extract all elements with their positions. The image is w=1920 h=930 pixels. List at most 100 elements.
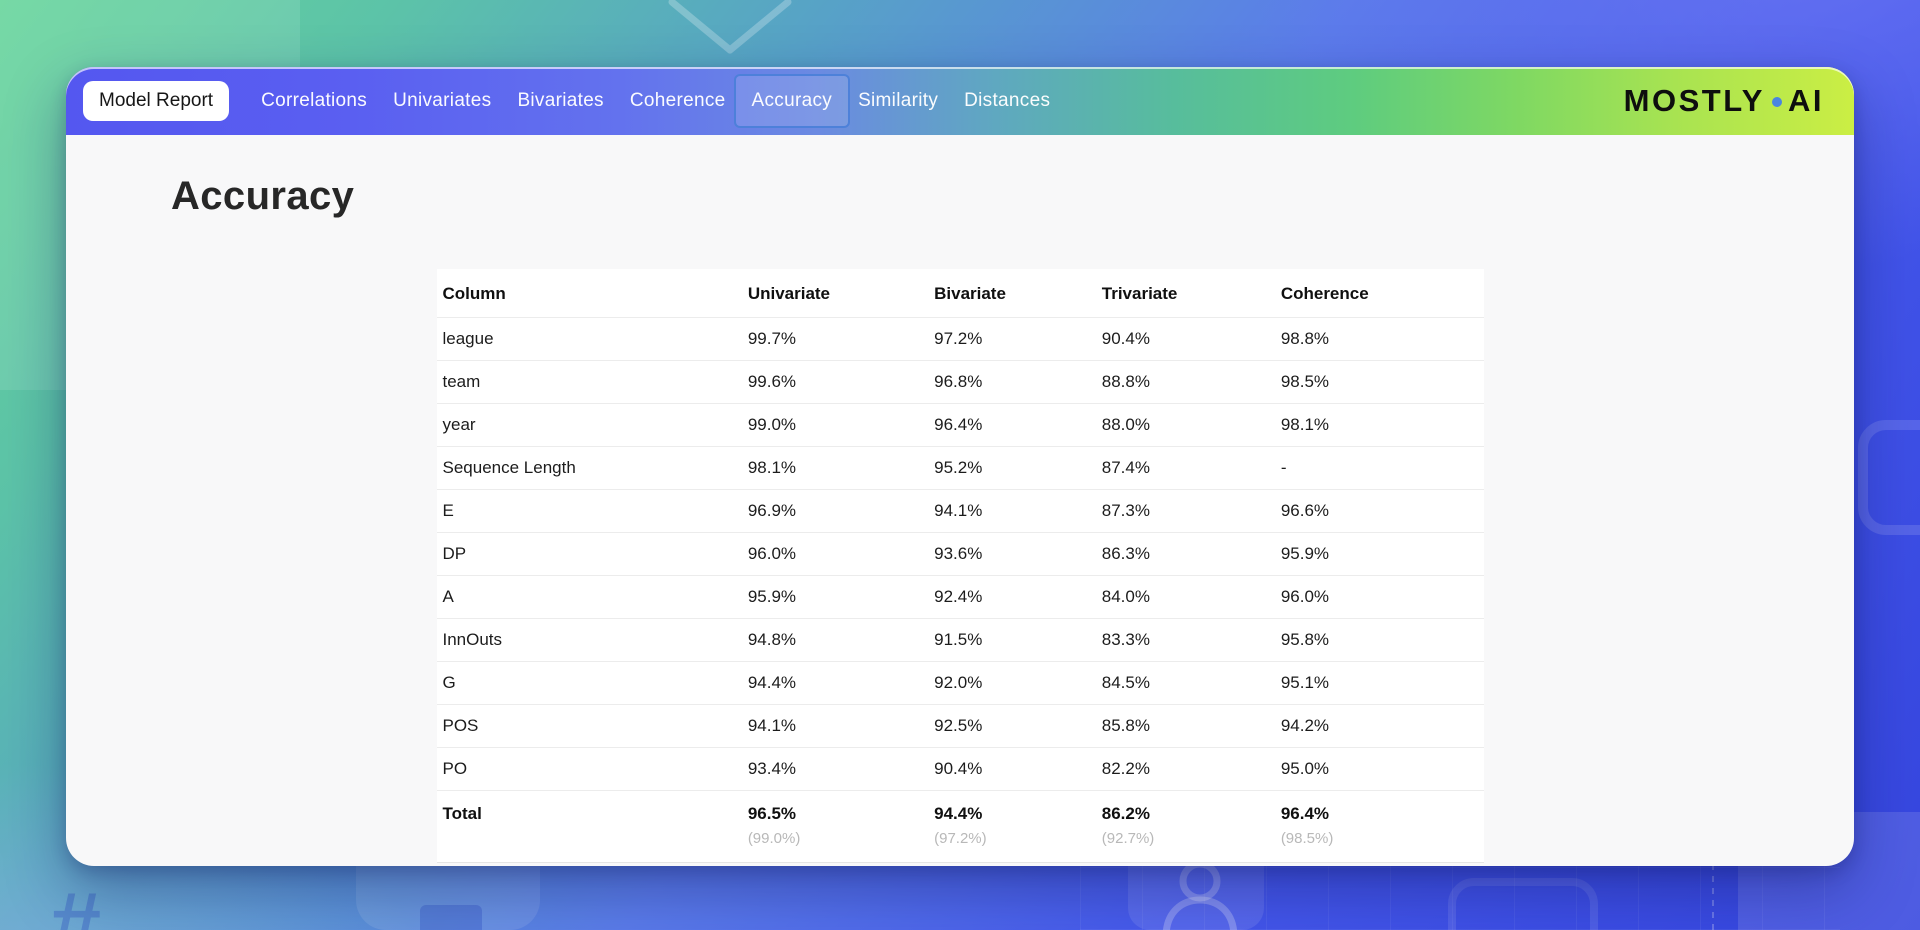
metric-value: 96.0% [747, 544, 797, 563]
row-label: Sequence Length [442, 458, 576, 477]
metric-value: 92.4% [934, 587, 983, 606]
row-label: InnOuts [442, 630, 503, 649]
table-row-po: PO 93.4% 90.4% 82.2% 95.0% [436, 747, 1484, 790]
report-navbar: Model Report Correlations Univariates Biva… [66, 67, 1854, 135]
row-label: PO [442, 759, 468, 778]
metric-value: 84.0% [1101, 587, 1150, 606]
table-row-year: year 99.0% 96.4% 88.0% 98.1% [436, 403, 1484, 446]
metric-value: 95.9% [747, 587, 797, 606]
row-label: POS [442, 716, 479, 735]
page-title: Accuracy [171, 174, 355, 218]
metric-value: 82.2% [1101, 759, 1150, 778]
metric-value: 83.3% [1101, 630, 1150, 649]
metric-value: 95.0% [1280, 759, 1330, 778]
table-row-team: team 99.6% 96.8% 88.8% 98.5% [436, 360, 1484, 403]
total-value: 94.4% (97.2%) [934, 804, 1102, 847]
metric-value: 94.1% [934, 501, 983, 520]
model-report-button[interactable]: Model Report [83, 81, 230, 121]
metric-value: 92.5% [934, 716, 983, 735]
total-value: 96.4% (98.5%) [1281, 804, 1478, 847]
row-label: DP [442, 544, 467, 563]
metric-value: 98.1% [747, 458, 797, 477]
total-sub-value: (99.0%) [747, 830, 801, 847]
metric-value: 86.3% [1101, 544, 1150, 563]
metric-value: 96.8% [934, 372, 983, 391]
mostly-ai-logo: MOSTLY AI [1624, 83, 1824, 119]
metric-value: 95.8% [1280, 630, 1330, 649]
logo-text-right: AI [1788, 83, 1824, 118]
nav-item-similarity[interactable]: Similarity [858, 90, 939, 111]
report-card: Model Report Correlations Univariates Biva… [66, 67, 1854, 866]
metric-value: 96.0% [1280, 587, 1330, 606]
metric-value: 96.6% [1280, 501, 1330, 520]
chevron-down-icon [668, 0, 792, 54]
total-sub-value: (98.5%) [1280, 830, 1334, 847]
metric-value: 99.7% [747, 329, 797, 348]
metric-value: 95.9% [1280, 544, 1330, 563]
metric-value: 90.4% [934, 759, 983, 778]
metric-value: 96.9% [747, 501, 797, 520]
logo-dot-icon [1772, 97, 1782, 107]
metric-value: 95.1% [1280, 673, 1330, 692]
total-sub-value: (92.7%) [1101, 830, 1155, 847]
metric-value: 84.5% [1101, 673, 1150, 692]
metric-value: 94.4% [747, 673, 797, 692]
metric-value: 93.6% [934, 544, 983, 563]
table-row-sequence-length: Sequence Length 98.1% 95.2% 87.4% - [436, 446, 1484, 489]
hash-icon: # [50, 884, 101, 930]
nav-item-correlations[interactable]: Correlations [261, 90, 368, 111]
metric-value: 93.4% [747, 759, 797, 778]
total-label: Total [442, 804, 482, 823]
metric-value: 99.0% [747, 415, 797, 434]
metric-value: 98.5% [1280, 372, 1330, 391]
report-content: Accuracy Column Univariate Bivariate Trivar… [66, 174, 1854, 863]
metric-value: 95.2% [934, 458, 983, 477]
column-header-coherence: Coherence [1280, 284, 1369, 303]
table-total-row: Total 96.5% (99.0%) 94.4% (97.2%) 86.2% (92.7%… [436, 790, 1484, 862]
table-row-league: league 99.7% 97.2% 90.4% 98.8% [436, 317, 1484, 360]
nav-item-univariates[interactable]: Univariates [393, 90, 492, 111]
column-header-trivariate: Trivariate [1101, 284, 1178, 303]
total-value: 96.5% (99.0%) [748, 804, 934, 847]
nav-item-accuracy[interactable]: Accuracy [735, 76, 849, 126]
column-header-bivariate: Bivariate [934, 284, 1006, 303]
metric-value: 88.8% [1101, 372, 1150, 391]
deco-outline-square [1448, 878, 1598, 930]
nav-item-coherence[interactable]: Coherence [629, 90, 726, 111]
metric-value: 94.2% [1280, 716, 1330, 735]
metric-value: - [1280, 458, 1287, 477]
accuracy-table: Column Univariate Bivariate Trivariate Coher… [436, 269, 1484, 863]
deco-outline-square [1858, 420, 1920, 535]
table-row-g: G 94.4% 92.0% 84.5% 95.1% [436, 661, 1484, 704]
metric-value: 94.1% [747, 716, 797, 735]
row-label: year [442, 415, 476, 434]
table-row-dp: DP 96.0% 93.6% 86.3% 95.9% [436, 532, 1484, 575]
nav-links: Correlations Univariates Bivariates Coheren… [261, 76, 1050, 126]
metric-value: 85.8% [1101, 716, 1150, 735]
table-row-a: A 95.9% 92.4% 84.0% 96.0% [436, 575, 1484, 618]
nav-item-bivariates[interactable]: Bivariates [517, 90, 604, 111]
metric-value: 90.4% [1101, 329, 1150, 348]
metric-value: 88.0% [1101, 415, 1150, 434]
deco-small-block [420, 905, 482, 930]
metric-value: 92.0% [934, 673, 983, 692]
logo-text-left: MOSTLY [1623, 83, 1765, 118]
metric-value: 94.8% [747, 630, 797, 649]
metric-value: 96.4% [934, 415, 983, 434]
metric-value: 99.6% [747, 372, 797, 391]
metric-value: 91.5% [934, 630, 983, 649]
column-header-univariate: Univariate [747, 284, 831, 303]
metric-value: 97.2% [934, 329, 983, 348]
row-label: G [442, 673, 456, 692]
total-sub-value: (97.2%) [934, 830, 987, 847]
metric-value: 98.8% [1280, 329, 1330, 348]
metric-value: 87.4% [1101, 458, 1150, 477]
column-header-column: Column [442, 284, 506, 303]
table-header-row: Column Univariate Bivariate Trivariate Coher… [437, 269, 1484, 317]
row-label: team [442, 372, 481, 391]
total-value: 86.2% (92.7%) [1102, 804, 1281, 847]
row-label: A [442, 587, 454, 606]
deco-dashed-line [1712, 860, 1714, 930]
nav-item-distances[interactable]: Distances [964, 90, 1051, 111]
